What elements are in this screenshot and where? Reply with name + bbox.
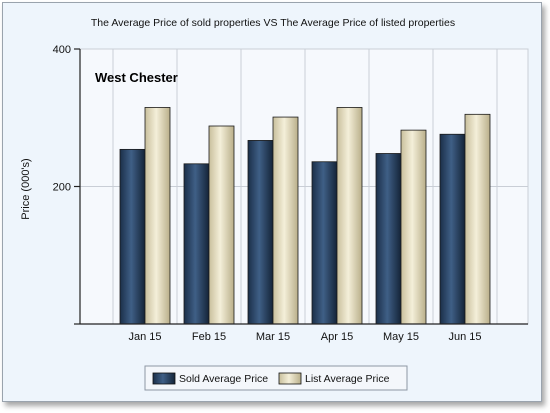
bars-layer [119,107,491,325]
bar-sold-4 [311,161,338,325]
chart-title: The Average Price of sold properties VS … [91,17,455,29]
x-tick-label: Apr 15 [321,331,353,343]
legend-swatch-sold [152,372,176,385]
y-axis-label: Price (000's) [20,158,32,219]
legend-box [144,365,408,391]
bar-sold-1 [119,148,146,325]
chart-frame: The Average Price of sold properties VS … [2,2,542,402]
grid-layer [80,48,528,324]
x-tick-label: May 15 [383,331,419,343]
axis-layer: Jan 15 Feb 15 Mar 15 Apr 15 May 15 Jun 15 200 4… [53,44,528,343]
chart-svg: The Average Price of sold properties VS … [20,17,529,391]
bar-sold-6 [439,133,466,325]
bar-sold-5 [375,153,402,325]
legend: Sold Average Price List Average Price [144,365,408,391]
legend-label-sold: Sold Average Price [179,373,268,385]
bar-list-5 [400,129,427,325]
x-tick-label: Feb 15 [192,331,226,343]
y-tick-label: 200 [53,182,71,194]
location-label: West Chester [95,70,178,85]
bar-list-3 [272,116,299,325]
legend-label-list: List Average Price [305,373,390,385]
legend-swatch-list [278,372,302,385]
bar-list-4 [336,107,363,325]
bar-list-2 [208,125,235,325]
x-tick-label: Jun 15 [448,331,481,343]
bar-sold-3 [247,140,274,325]
bar-list-6 [464,113,491,325]
x-tick-label: Mar 15 [256,331,290,343]
y-tick-label: 400 [53,44,71,56]
bar-list-1 [144,107,171,325]
bar-sold-2 [183,163,210,325]
x-tick-label: Jan 15 [128,331,161,343]
